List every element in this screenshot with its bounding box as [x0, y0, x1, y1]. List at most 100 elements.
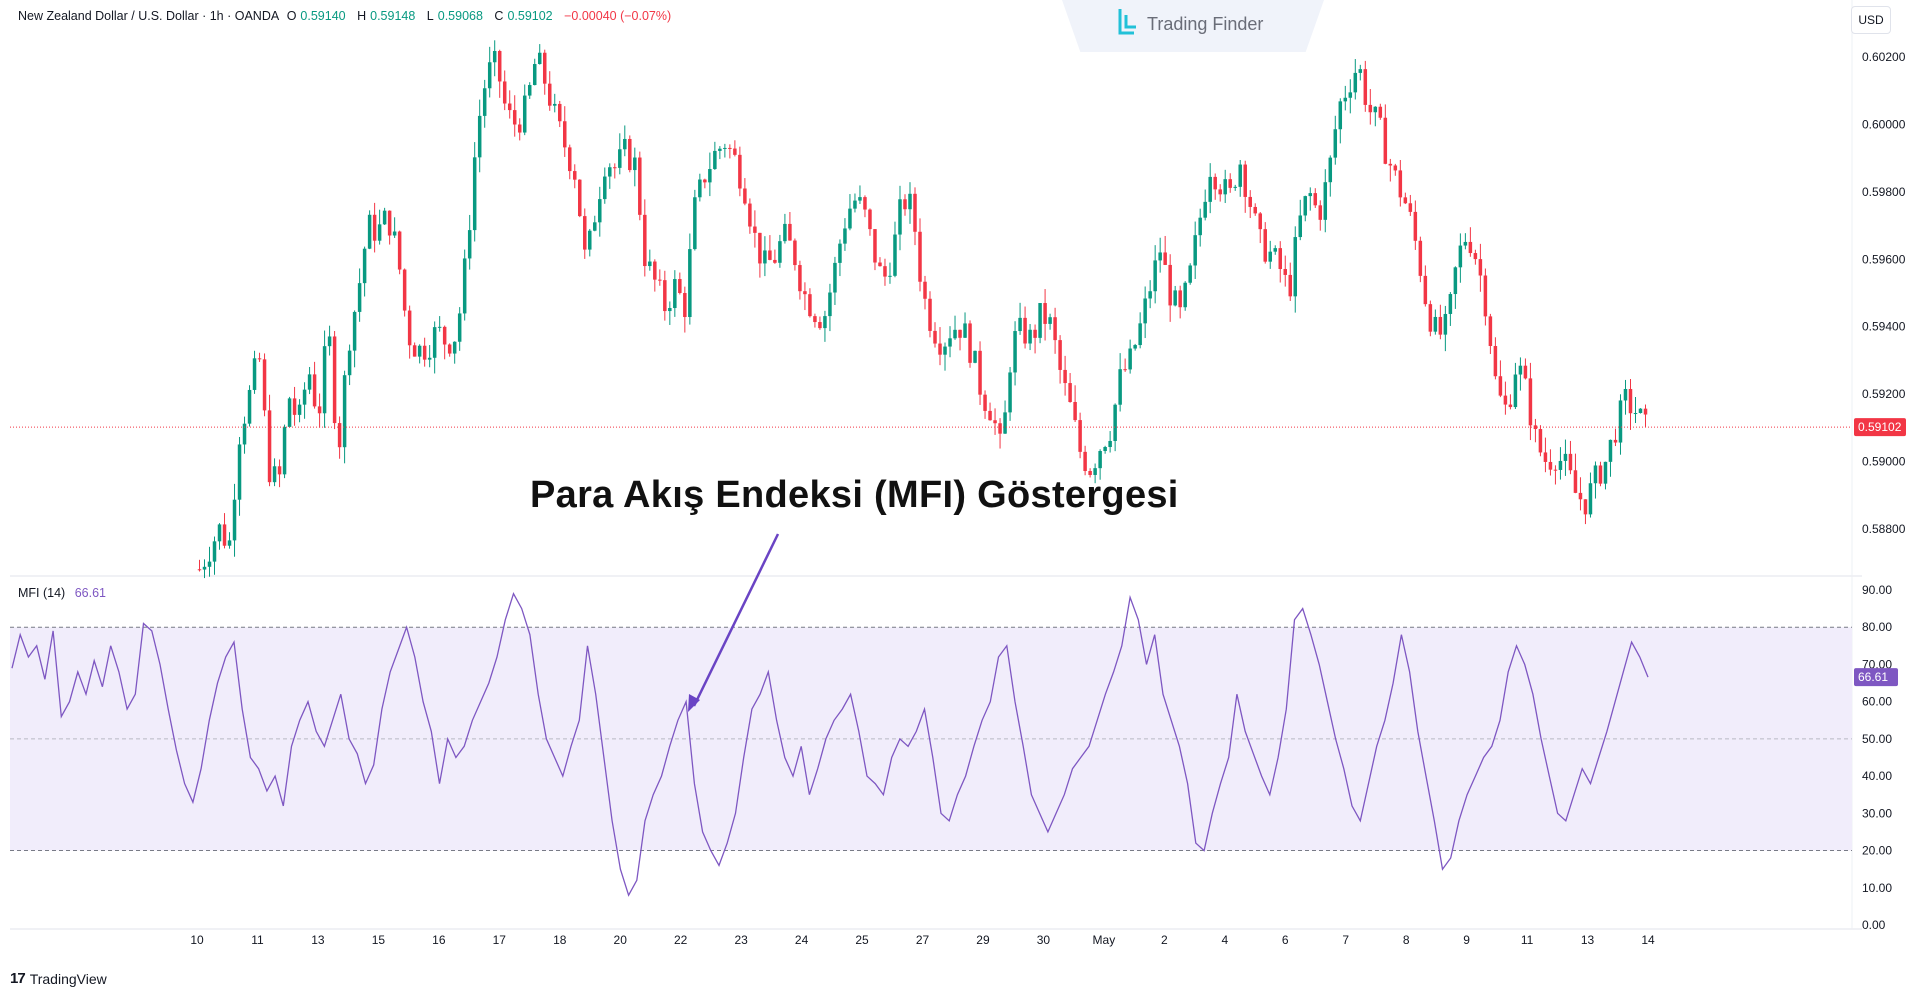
- candle: [738, 154, 742, 189]
- mfi-legend[interactable]: MFI (14) 66.61: [18, 586, 106, 600]
- candle: [462, 258, 467, 314]
- current-price-label: 0.59102: [1858, 420, 1902, 434]
- candle: [988, 410, 992, 421]
- candle: [287, 398, 292, 427]
- candle: [432, 327, 437, 358]
- candle: [1623, 388, 1628, 401]
- candle: [863, 197, 867, 210]
- candle: [1178, 290, 1182, 308]
- candle: [1008, 372, 1012, 413]
- mfi-tick-label: 90.00: [1862, 583, 1892, 597]
- time-tick-label: 7: [1342, 933, 1349, 947]
- candle: [527, 85, 532, 96]
- candle: [783, 223, 787, 242]
- candle: [1103, 447, 1107, 452]
- candle: [1333, 129, 1338, 158]
- candle: [1128, 348, 1132, 370]
- candle: [1598, 465, 1603, 484]
- candle: [477, 115, 482, 158]
- candle: [1643, 408, 1648, 415]
- candle: [1368, 104, 1373, 113]
- candle: [648, 261, 652, 267]
- tradingview-brand[interactable]: 17 TradingView: [10, 970, 107, 987]
- candle: [1413, 211, 1418, 241]
- candle: [1418, 240, 1423, 276]
- candle: [1353, 72, 1358, 93]
- candle: [1618, 400, 1623, 443]
- candle: [552, 103, 557, 106]
- candle: [357, 283, 362, 312]
- candle: [1208, 176, 1212, 202]
- candle: [1193, 235, 1197, 266]
- candle: [578, 179, 582, 217]
- candle: [362, 248, 367, 284]
- candle: [818, 322, 822, 329]
- candle: [277, 466, 282, 475]
- time-tick-label: 18: [553, 933, 567, 947]
- price-tick-label: 0.60000: [1862, 118, 1906, 132]
- candle: [472, 157, 477, 231]
- candle: [703, 179, 707, 183]
- candle: [302, 389, 307, 405]
- time-tick-label: 11: [251, 933, 264, 947]
- candle: [753, 226, 757, 233]
- candle: [893, 234, 897, 276]
- currency-button[interactable]: USD: [1851, 6, 1891, 34]
- price-tick-label: 0.58800: [1862, 522, 1906, 536]
- candle: [1303, 196, 1308, 216]
- candle: [1148, 291, 1152, 299]
- candle: [1548, 461, 1553, 470]
- candle: [1258, 213, 1262, 230]
- mfi-current-tag: [1854, 668, 1898, 687]
- candle: [1553, 469, 1558, 471]
- time-tick-label: 27: [916, 933, 930, 947]
- candle: [372, 214, 377, 241]
- mfi-tick-label: 30.00: [1862, 806, 1892, 820]
- candle: [803, 291, 807, 295]
- candle: [763, 250, 767, 264]
- candle: [788, 223, 792, 241]
- candle: [923, 281, 927, 299]
- candle: [542, 52, 547, 84]
- candle: [708, 169, 712, 183]
- time-tick-label: 9: [1463, 933, 1470, 947]
- candle: [1608, 439, 1613, 462]
- candle: [1218, 189, 1222, 195]
- candle: [197, 569, 202, 571]
- candle: [1633, 413, 1638, 415]
- candle: [1603, 461, 1608, 484]
- candle: [733, 148, 737, 155]
- candle: [1628, 388, 1633, 414]
- candle: [1038, 303, 1042, 338]
- candle: [623, 138, 627, 150]
- symbol-title: New Zealand Dollar / U.S. Dollar · 1h · …: [18, 9, 280, 23]
- candle: [347, 350, 352, 376]
- candle: [482, 88, 487, 116]
- candle: [908, 193, 912, 210]
- candle: [903, 199, 907, 210]
- candle: [1423, 275, 1428, 305]
- time-tick-label: 15: [372, 933, 386, 947]
- candle: [537, 52, 542, 65]
- candle: [437, 326, 442, 328]
- candle: [1003, 412, 1007, 434]
- candle: [1138, 323, 1142, 346]
- candle: [217, 524, 222, 542]
- candle: [242, 423, 247, 445]
- candle: [1498, 376, 1503, 396]
- candle: [1493, 345, 1498, 377]
- candle: [608, 167, 612, 177]
- candle: [718, 148, 722, 151]
- candle: [267, 410, 272, 483]
- candle: [1358, 69, 1363, 73]
- candle: [1313, 193, 1318, 206]
- candle: [522, 95, 527, 133]
- candle: [773, 259, 777, 263]
- candle: [823, 316, 827, 329]
- candle: [593, 222, 597, 231]
- candle: [1383, 117, 1388, 164]
- mfi-value: 66.61: [74, 586, 106, 600]
- candle: [603, 176, 607, 200]
- candle: [1028, 329, 1032, 344]
